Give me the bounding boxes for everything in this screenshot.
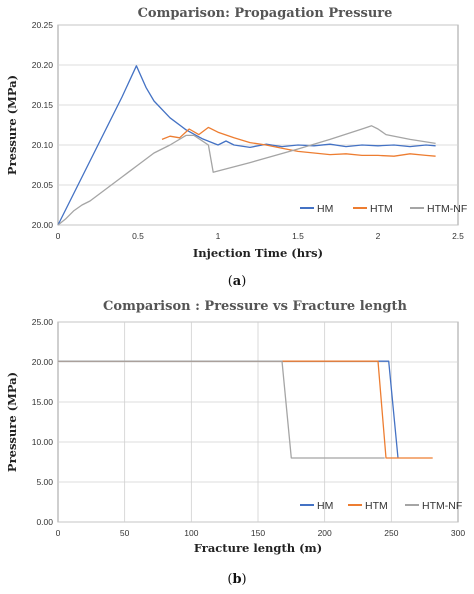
- gridlines: [58, 321, 458, 523]
- series-line-htm: [161, 126, 436, 157]
- y-tick-label: 10.00: [32, 437, 54, 447]
- x-ticks: 0 50 100 150 200 250 300: [56, 528, 466, 538]
- legend: HM HTM HTM-NF: [300, 203, 467, 215]
- series-lines: [58, 360, 433, 459]
- y-ticks: 0.00 5.00 10.00 15.00 20.00 25.00: [32, 317, 54, 527]
- x-tick-label: 150: [251, 528, 265, 538]
- plot-area: 20.00 20.05 20.10 20.15 20.20 20.25 0 0.5 1 1.5 2…: [32, 20, 468, 241]
- chart-a: Comparison: Propagation Pressure 20.0020…: [5, 6, 468, 289]
- x-axis-label: Injection Time (hrs): [193, 246, 323, 260]
- y-axis-label: Pressure (MPa): [5, 75, 19, 175]
- x-tick-label: 0: [56, 528, 61, 538]
- y-tick-label: 15.00: [32, 397, 54, 407]
- caption-a: (a): [228, 274, 247, 289]
- x-tick-label: 1: [216, 231, 221, 241]
- gridlines: [58, 24, 458, 226]
- x-tick-label: 300: [451, 528, 465, 538]
- y-tick-label: 20.25: [32, 20, 54, 30]
- x-tick-label: 2: [376, 231, 381, 241]
- x-tick-label: 200: [318, 528, 332, 538]
- x-tick-label: 0.5: [132, 231, 144, 241]
- y-axis-label: Pressure (MPa): [5, 372, 19, 472]
- series-line-htm-nf: [57, 125, 436, 226]
- series-lines: [57, 65, 436, 226]
- x-tick-label: 50: [120, 528, 130, 538]
- x-tick-label: 250: [384, 528, 398, 538]
- y-tick-label: 25.00: [32, 317, 54, 327]
- legend: HM HTM HTM-NF: [300, 500, 462, 512]
- y-tick-label: 20.15: [32, 100, 54, 110]
- x-axis-label: Fracture length (m): [194, 541, 322, 555]
- chart-title: Comparison: Propagation Pressure: [138, 6, 393, 21]
- y-tick-label: 20.10: [32, 140, 54, 150]
- legend-label-htm-nf: HTM-NF: [422, 500, 462, 512]
- legend-label-htm: HTM: [365, 500, 388, 512]
- y-tick-label: 20.20: [32, 60, 54, 70]
- caption-b: (b): [227, 572, 246, 587]
- x-tick-label: 1.5: [292, 231, 304, 241]
- chart-b: Comparison : Pressure vs Fracture length…: [5, 299, 466, 587]
- series-line-htm-nf: [58, 360, 385, 459]
- y-tick-label: 20.05: [32, 180, 54, 190]
- caption-a-letter: a: [233, 274, 242, 289]
- series-line-hm: [57, 65, 436, 226]
- y-tick-label: 0.00: [36, 517, 53, 527]
- y-ticks: 20.00 20.05 20.10 20.15 20.20 20.25: [32, 20, 54, 230]
- legend-label-hm: HM: [317, 203, 333, 215]
- x-tick-label: 100: [184, 528, 198, 538]
- plot-frame: [57, 24, 459, 226]
- legend-label-htm-nf: HTM-NF: [427, 203, 467, 215]
- y-tick-label: 20.00: [32, 357, 54, 367]
- series-line-htm: [58, 360, 433, 459]
- y-tick-label: 20.00: [32, 220, 54, 230]
- x-ticks: 0 0.5 1 1.5 2 2.5: [56, 231, 465, 241]
- y-tick-label: 5.00: [36, 477, 53, 487]
- caption-b-letter: b: [232, 572, 241, 587]
- series-line-hm: [58, 360, 399, 459]
- x-tick-label: 0: [56, 231, 61, 241]
- legend-label-hm: HM: [317, 500, 333, 512]
- chart-title: Comparison : Pressure vs Fracture length: [103, 299, 407, 314]
- x-tick-label: 2.5: [452, 231, 464, 241]
- plot-area: 0.00 5.00 10.00 15.00 20.00 25.00 0 50 100 150 20…: [32, 317, 466, 538]
- legend-label-htm: HTM: [370, 203, 393, 215]
